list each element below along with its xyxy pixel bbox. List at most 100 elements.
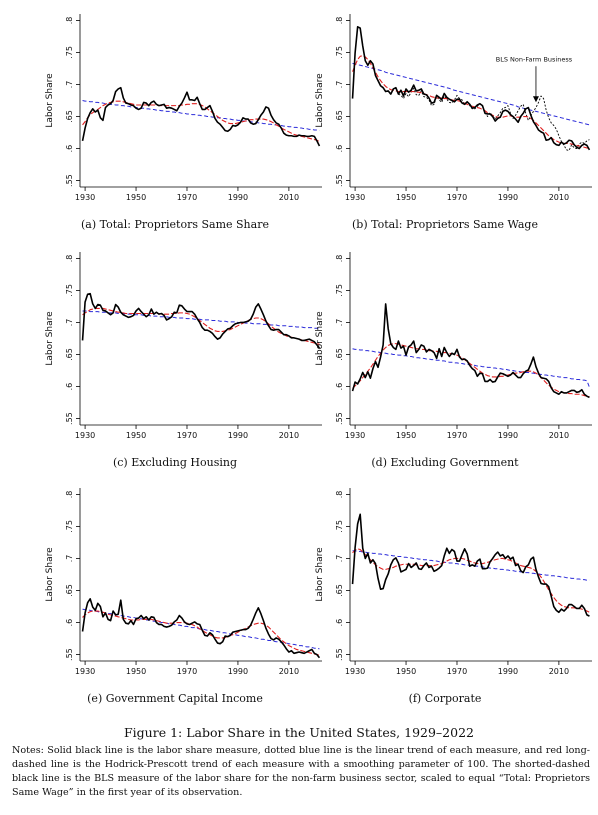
y-tick-label: .55 (65, 648, 74, 661)
x-tick-label: 1930 (75, 667, 95, 676)
x-tick-label: 1970 (447, 431, 467, 440)
hp-trend-line (82, 307, 320, 345)
linear-trend-line (352, 62, 590, 126)
bls-annotation-label: BLS Non-Farm Business (496, 55, 573, 63)
hp-trend-line (352, 548, 590, 613)
y-tick-label: .75 (335, 284, 344, 297)
y-tick-label: .75 (65, 520, 74, 533)
x-tick-label: 1970 (177, 667, 197, 676)
y-tick-label: .6 (65, 145, 74, 153)
chart-e: .55 .6 .65 .7 .75 .8 1930 1950 1970 1990 2010 Labor… (45, 488, 322, 676)
caption-b: (b) Total: Proprietors Same Wage (352, 218, 538, 231)
y-axis-label: Labor Share (45, 547, 55, 602)
hp-trend-line (82, 610, 320, 656)
y-tick-label: .6 (65, 619, 74, 627)
x-tick-label: 1950 (396, 193, 416, 202)
y-tick-label: .7 (65, 81, 74, 89)
measure-line (351, 26, 591, 151)
y-tick-label: .8 (65, 255, 74, 263)
x-tick-label: 1930 (345, 193, 365, 202)
figure-title: Figure 1: Labor Share in the United Stat… (124, 725, 474, 740)
y-tick-label: .55 (65, 412, 74, 425)
y-axis-label: Labor Share (315, 547, 325, 602)
hp-trend-line (352, 343, 590, 398)
y-tick-label: .65 (335, 110, 344, 123)
panel-c: .55 .6 .65 .7 .75 .8 1930 1950 1970 1990 2010 Labor… (40, 242, 330, 482)
y-axis-label: Labor Share (315, 73, 325, 128)
panel-e: .55 .6 .65 .7 .75 .8 1930 1950 1970 1990 2010 Labor… (40, 478, 330, 718)
x-tick-label: 1970 (177, 193, 197, 202)
x-tick-label: 1990 (228, 431, 248, 440)
chart-a: .55 .6 .65 .7 .75 .8 1930 1950 1970 1990 2010 Labor… (45, 14, 322, 202)
y-tick-label: .6 (335, 619, 344, 627)
y-tick-label: .8 (335, 17, 344, 25)
caption-d: (d) Excluding Government (371, 456, 519, 469)
y-tick-label: .8 (65, 491, 74, 499)
x-tick-label: 2010 (549, 193, 569, 202)
y-tick-label: .7 (335, 81, 344, 89)
x-tick-label: 1950 (396, 667, 416, 676)
x-tick-label: 1950 (126, 193, 146, 202)
y-tick-label: .75 (335, 46, 344, 59)
caption-a: (a) Total: Proprietors Same Share (81, 218, 269, 231)
y-tick-label: .65 (335, 584, 344, 597)
x-tick-label: 1990 (228, 193, 248, 202)
figure-notes: Notes: Solid black line is the labor sha… (12, 745, 590, 798)
panel-b: .55 .6 .65 .7 .75 .8 1930 1950 1970 1990 2010 Labor… (310, 4, 598, 244)
x-tick-label: 1930 (345, 431, 365, 440)
measure-line (351, 303, 590, 399)
y-tick-label: .75 (335, 520, 344, 533)
x-tick-label: 1990 (228, 667, 248, 676)
y-tick-label: .55 (335, 412, 344, 425)
caption-e: (e) Government Capital Income (87, 692, 263, 705)
bls-annotation-arrowhead (532, 96, 539, 103)
panel-f: .55 .6 .65 .7 .75 .8 1930 1950 1970 1990 2010 Labor… (310, 478, 598, 718)
y-tick-label: .75 (65, 46, 74, 59)
chart-b: .55 .6 .65 .7 .75 .8 1930 1950 1970 1990 2010 Labor… (315, 14, 592, 202)
linear-trend-line (82, 100, 320, 132)
x-tick-label: 1950 (126, 431, 146, 440)
y-tick-label: .8 (335, 255, 344, 263)
y-tick-label: .7 (335, 555, 344, 563)
y-tick-label: .65 (65, 110, 74, 123)
y-tick-label: .75 (65, 284, 74, 297)
caption-f: (f) Corporate (408, 692, 482, 705)
x-tick-label: 2010 (279, 667, 299, 676)
chart-f: .55 .6 .65 .7 .75 .8 1930 1950 1970 1990 2010 Labor… (315, 488, 592, 676)
y-tick-label: .55 (335, 648, 344, 661)
chart-c: .55 .6 .65 .7 .75 .8 1930 1950 1970 1990 2010 Labor… (45, 252, 322, 440)
x-tick-label: 2010 (279, 431, 299, 440)
y-axis-label: Labor Share (45, 73, 55, 128)
y-tick-label: .7 (335, 319, 344, 327)
panel-d: .55 .6 .65 .7 .75 .8 1930 1950 1970 1990 2010 Labor… (310, 242, 598, 482)
y-tick-label: .8 (65, 17, 74, 25)
x-tick-label: 1930 (75, 431, 95, 440)
y-tick-label: .65 (335, 348, 344, 361)
x-tick-label: 1990 (498, 193, 518, 202)
x-tick-label: 1950 (396, 431, 416, 440)
y-tick-label: .6 (65, 383, 74, 391)
x-tick-label: 2010 (279, 193, 299, 202)
y-axis-label: Labor Share (315, 311, 325, 366)
x-tick-label: 1990 (498, 667, 518, 676)
y-tick-label: .6 (335, 145, 344, 153)
y-tick-label: .8 (335, 491, 344, 499)
y-tick-label: .65 (65, 584, 74, 597)
y-tick-label: .65 (65, 348, 74, 361)
hp-trend-line (352, 55, 590, 150)
y-tick-label: .55 (335, 174, 344, 187)
y-axis-label: Labor Share (45, 311, 55, 366)
x-tick-label: 1970 (447, 193, 467, 202)
measure-line (81, 292, 321, 349)
x-tick-label: 1970 (447, 667, 467, 676)
caption-c: (c) Excluding Housing (112, 456, 237, 469)
measure-line (81, 86, 321, 147)
measure-line (351, 513, 590, 617)
chart-d: .55 .6 .65 .7 .75 .8 1930 1950 1970 1990 2010 Labor… (315, 252, 592, 440)
x-tick-label: 1950 (126, 667, 146, 676)
x-tick-label: 2010 (549, 667, 569, 676)
x-tick-label: 1930 (75, 193, 95, 202)
x-tick-label: 1990 (498, 431, 518, 440)
y-tick-label: .7 (65, 555, 74, 563)
x-tick-label: 1970 (177, 431, 197, 440)
